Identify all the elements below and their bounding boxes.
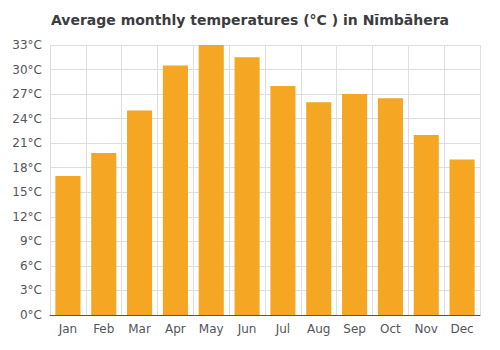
svg-text:Average monthly temperatures (: Average monthly temperatures (°C ) in Nī… xyxy=(51,12,449,28)
svg-text:0°C: 0°C xyxy=(20,308,42,322)
svg-text:3°C: 3°C xyxy=(20,283,42,297)
svg-text:24°C: 24°C xyxy=(12,112,42,126)
svg-text:30°C: 30°C xyxy=(12,63,42,77)
svg-text:Aug: Aug xyxy=(307,322,330,336)
svg-text:Mar: Mar xyxy=(128,322,151,336)
svg-text:9°C: 9°C xyxy=(20,234,42,248)
svg-text:12°C: 12°C xyxy=(12,210,42,224)
svg-text:Nov: Nov xyxy=(415,322,438,336)
svg-text:21°C: 21°C xyxy=(12,136,42,150)
svg-text:33°C: 33°C xyxy=(12,38,42,52)
svg-text:Jan: Jan xyxy=(58,322,78,336)
svg-text:Dec: Dec xyxy=(450,322,473,336)
svg-text:May: May xyxy=(199,322,224,336)
svg-text:Apr: Apr xyxy=(165,322,186,336)
svg-text:18°C: 18°C xyxy=(12,161,42,175)
svg-text:27°C: 27°C xyxy=(12,87,42,101)
svg-text:Sep: Sep xyxy=(343,322,366,336)
svg-text:Jul: Jul xyxy=(275,322,290,336)
svg-text:Jun: Jun xyxy=(237,322,257,336)
svg-text:6°C: 6°C xyxy=(20,259,42,273)
svg-text:Feb: Feb xyxy=(93,322,114,336)
svg-text:Oct: Oct xyxy=(380,322,401,336)
svg-text:15°C: 15°C xyxy=(12,185,42,199)
